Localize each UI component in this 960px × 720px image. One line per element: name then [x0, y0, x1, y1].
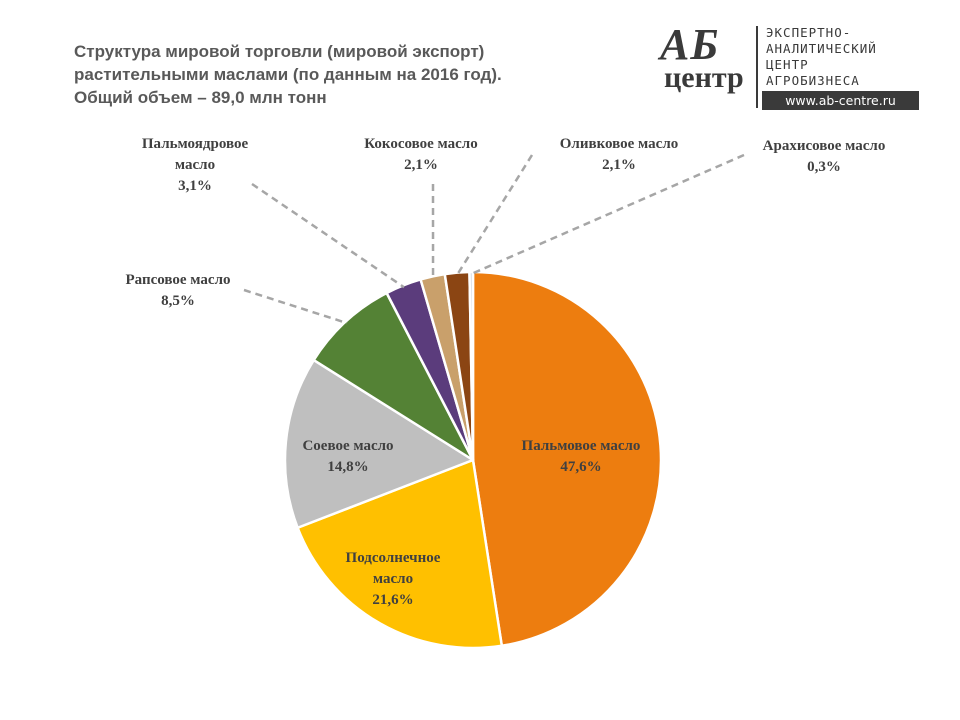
pie-slices — [283, 270, 663, 650]
data-label-value: 0,3% — [807, 159, 841, 175]
leader-line-3 — [243, 288, 348, 325]
pie-slice-2 — [283, 358, 475, 530]
data-label-3: Рапсовое масло 8,5% — [126, 272, 231, 309]
data-label-1: Подсолнечное масло 21,6% — [346, 550, 441, 608]
data-label-name: Пальмовое масло — [522, 438, 641, 454]
ab-centre-logo: АБ центр ЭКСПЕРТНО- АНАЛИТИЧЕСКИЙ ЦЕНТР … — [656, 22, 926, 114]
data-label-name: Соевое масло — [302, 438, 393, 454]
data-label-name: Пальмоядровое — [142, 136, 249, 152]
data-label-6: Оливковое масло 2,1% — [560, 136, 679, 173]
data-label-value: 2,1% — [404, 157, 438, 173]
data-label-7: Арахисовое масло 0,3% — [763, 138, 886, 175]
title-line-3: Общий объем – 89,0 млн тонн — [74, 88, 327, 107]
data-label-2: Соевое масло 14,8% — [302, 438, 393, 475]
logo-line-3: ЦЕНТР — [766, 57, 809, 72]
data-label-0: Пальмовое масло 47,6% — [522, 438, 641, 475]
data-label-5: Кокосовое масло 2,1% — [364, 136, 477, 173]
data-label-value: 3,1% — [178, 178, 212, 194]
data-label-name: масло — [373, 571, 413, 587]
data-label-name: Подсолнечное — [346, 550, 441, 566]
leader-line-4 — [251, 182, 405, 289]
data-label-name: Рапсовое масло — [126, 272, 231, 288]
data-label-value: 2,1% — [602, 157, 636, 173]
pie-slice-7 — [468, 270, 475, 462]
logo-line-1: ЭКСПЕРТНО- — [766, 25, 852, 40]
chart-title: Структура мировой торговли (мировой эксп… — [74, 40, 594, 109]
pie-slice-3 — [312, 291, 475, 462]
logo-url: www.ab-centre.ru — [762, 91, 919, 110]
logo-text: ЭКСПЕРТНО- АНАЛИТИЧЕСКИЙ ЦЕНТР АГРОБИЗНЕ… — [766, 25, 877, 89]
leader-lines — [243, 153, 745, 325]
title-line-1: Структура мировой торговли (мировой эксп… — [74, 42, 485, 61]
data-label-value: 47,6% — [560, 459, 601, 475]
leader-line-7 — [470, 153, 745, 276]
title-line-2: растительными маслами (по данным на 2016… — [74, 65, 502, 84]
logo-line-2: АНАЛИТИЧЕСКИЙ — [766, 41, 877, 56]
data-label-4: Пальмоядровое масло 3,1% — [142, 136, 249, 194]
data-labels: Пальмовое масло 47,6% Подсолнечное масло 21,… — [126, 136, 886, 608]
logo-separator — [756, 26, 758, 108]
data-label-value: 8,5% — [161, 293, 195, 309]
data-label-name: Арахисовое масло — [763, 138, 886, 154]
data-label-name: масло — [175, 157, 215, 173]
data-label-name: Кокосовое масло — [364, 136, 477, 152]
logo-mark-top: АБ — [660, 20, 720, 69]
data-label-value: 21,6% — [372, 592, 413, 608]
pie-slice-1 — [296, 458, 504, 650]
leader-line-6 — [456, 154, 534, 276]
logo-line-4: АГРОБИЗНЕСА — [766, 73, 860, 88]
pie-slice-0 — [471, 270, 663, 648]
data-label-value: 14,8% — [327, 459, 368, 475]
data-label-name: Оливковое масло — [560, 136, 679, 152]
logo-mark-bottom: центр — [664, 61, 744, 94]
